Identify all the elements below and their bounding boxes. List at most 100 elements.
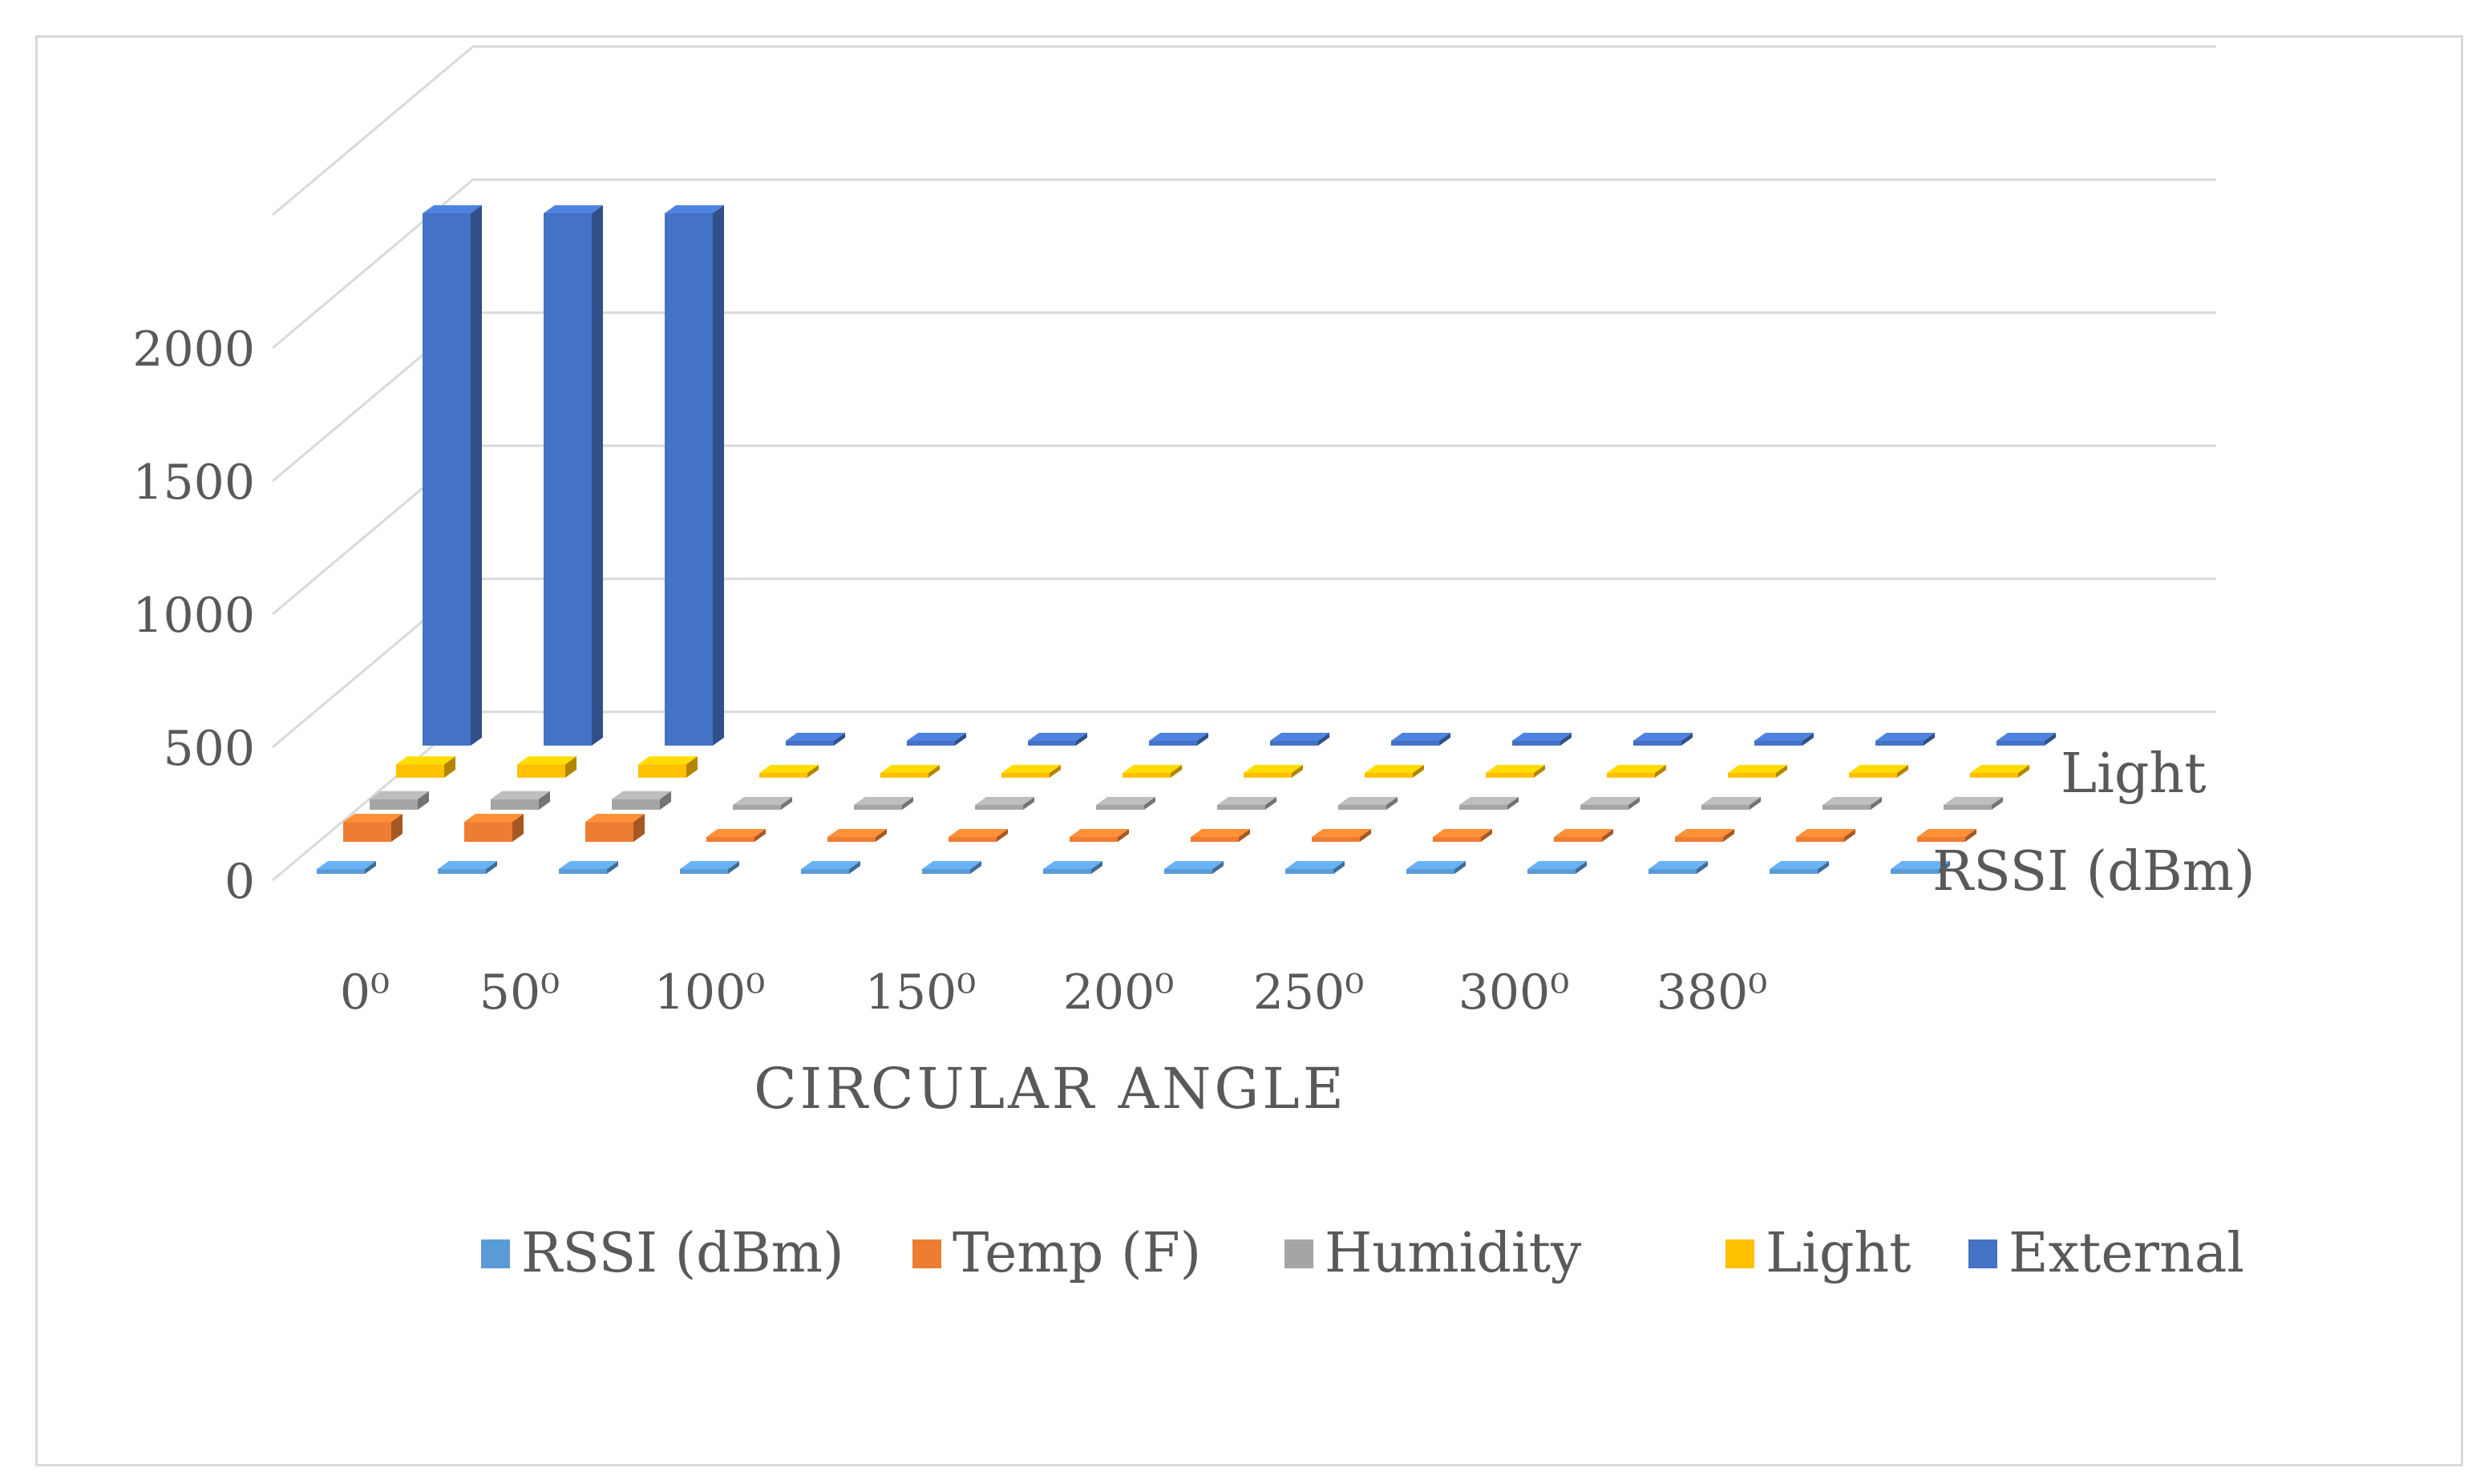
bar (1849, 765, 1908, 778)
x-axis-title: CIRCULAR ANGLE (754, 1056, 1347, 1122)
bar (1270, 733, 1329, 746)
legend-item: Temp (F) (912, 1222, 1201, 1285)
y-tick-label: 1500 (132, 455, 255, 511)
x-tick-label: 0⁰ (340, 964, 390, 1021)
bar (1001, 765, 1061, 778)
bar (827, 829, 887, 842)
bar (559, 861, 618, 874)
legend-swatch (1284, 1239, 1313, 1268)
bar (1891, 861, 1950, 874)
bar (1944, 797, 2003, 810)
bar (1028, 733, 1087, 746)
bar (1191, 829, 1250, 842)
bar (638, 756, 698, 778)
gridline (272, 45, 2216, 216)
bar (1459, 797, 1519, 810)
bar (1285, 861, 1345, 874)
bar (1123, 765, 1182, 778)
legend-label: Light (1766, 1222, 1912, 1285)
bar (1365, 765, 1424, 778)
bar (1728, 765, 1787, 778)
bar (491, 791, 550, 810)
bar (1970, 765, 2029, 778)
bar (517, 756, 576, 778)
legend-swatch (1968, 1239, 1997, 1268)
bar (1554, 829, 1613, 842)
legend: RSSI (dBm) Temp (F) Humidity Light External (481, 1222, 2244, 1285)
bar (1149, 733, 1208, 746)
bar (1633, 733, 1693, 746)
x-tick-label: 100⁰ (654, 964, 766, 1021)
x-axis-categories: 0⁰ 50⁰ 100⁰ 150⁰ 200⁰ 250⁰ 300⁰ 380⁰ (340, 964, 1767, 1021)
bar (1338, 797, 1398, 810)
bar (396, 756, 455, 778)
depth-axis-label: RSSI (dBm) (1932, 840, 2255, 904)
bar (1433, 829, 1492, 842)
legend-label: Humidity (1325, 1222, 1582, 1285)
bar (317, 861, 376, 874)
bar (786, 733, 845, 746)
bar (1796, 829, 1855, 842)
bar (801, 861, 860, 874)
legend-swatch (912, 1239, 941, 1268)
y-tick-label: 1000 (132, 588, 255, 644)
bar (949, 829, 1008, 842)
bar (1675, 829, 1734, 842)
legend-item: External (1968, 1222, 2244, 1285)
x-tick-label: 380⁰ (1657, 964, 1768, 1021)
x-tick-label: 250⁰ (1253, 964, 1365, 1021)
bar (1701, 797, 1761, 810)
bar (1649, 861, 1708, 874)
y-tick-label: 2000 (132, 321, 255, 378)
y-axis-ticks: 0 500 1000 1500 2000 (132, 321, 255, 910)
bar (1875, 733, 1935, 746)
bar (1823, 797, 1882, 810)
bar (1043, 861, 1102, 874)
bar (1580, 797, 1640, 810)
bar (680, 861, 739, 874)
legend-label: External (2009, 1222, 2244, 1285)
bar (1754, 733, 1814, 746)
legend-swatch (1725, 1239, 1754, 1268)
depth-axis-label: Light (2061, 742, 2207, 806)
bar (854, 797, 913, 810)
bar (585, 814, 645, 842)
y-tick-label: 500 (163, 721, 255, 777)
bar (1486, 765, 1545, 778)
bar (544, 205, 603, 746)
bar (1607, 765, 1666, 778)
depth-axis-labels: RSSI (dBm) Light (1932, 742, 2255, 904)
bar (1527, 861, 1587, 874)
bar (343, 814, 403, 842)
gridline (272, 178, 2216, 350)
gridlines (272, 45, 2216, 882)
bar (665, 205, 724, 746)
x-tick-label: 50⁰ (479, 964, 560, 1021)
bar (1312, 829, 1371, 842)
bar (1512, 733, 1572, 746)
bar (1217, 797, 1276, 810)
bar (1996, 733, 2056, 746)
bar (1096, 797, 1155, 810)
bar (1406, 861, 1466, 874)
bar (438, 861, 497, 874)
bar (1391, 733, 1450, 746)
legend-label: Temp (F) (953, 1222, 1201, 1285)
y-tick-label: 0 (225, 854, 255, 910)
bar (733, 797, 792, 810)
x-tick-label: 300⁰ (1458, 964, 1570, 1021)
legend-swatch (481, 1239, 510, 1268)
bars (317, 205, 2056, 874)
bar (1770, 861, 1829, 874)
bar (759, 765, 819, 778)
x-tick-label: 200⁰ (1063, 964, 1175, 1021)
x-tick-label: 150⁰ (865, 964, 977, 1021)
legend-label: RSSI (dBm) (521, 1222, 844, 1285)
bar (922, 861, 981, 874)
bar (612, 791, 671, 810)
bar (1244, 765, 1303, 778)
legend-item: Humidity (1284, 1222, 1582, 1285)
bar (1070, 829, 1129, 842)
bar (975, 797, 1034, 810)
